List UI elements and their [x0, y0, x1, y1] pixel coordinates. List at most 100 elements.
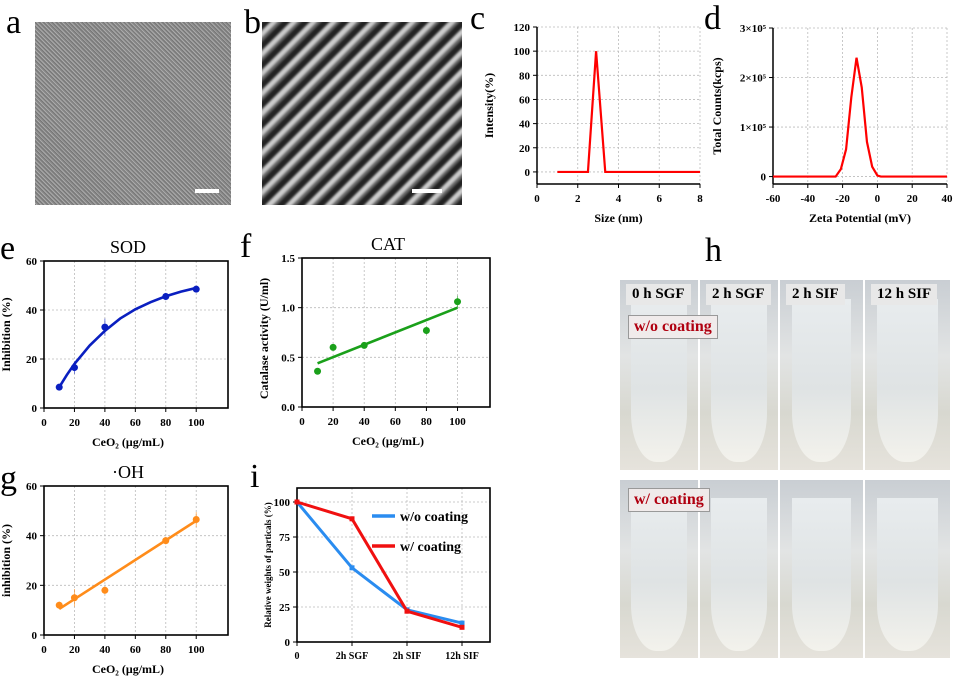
x-tick-label: 60 [130, 644, 142, 656]
data-point [294, 499, 300, 505]
data-point [70, 594, 78, 602]
chart-title: CAT [371, 234, 405, 254]
tem-image-a [35, 22, 231, 205]
x-tick-label: 80 [421, 416, 433, 428]
y-tick-label: 20 [519, 143, 531, 155]
data-point [101, 586, 109, 594]
x-tick-label: 6 [657, 193, 663, 205]
x-axis-label: CeO₂ (μg/mL) [92, 435, 164, 449]
data-point [162, 537, 170, 545]
y-tick-label: 1×10⁵ [740, 122, 767, 134]
data-point [314, 367, 322, 375]
x-tick-label: 80 [160, 417, 172, 429]
x-tick-label: 80 [160, 644, 172, 656]
y-tick-label: 60 [519, 94, 531, 106]
plot-frame [43, 260, 229, 409]
panel-label-a: a [6, 4, 22, 41]
tube-photo [780, 280, 863, 470]
tube-photo [865, 280, 950, 470]
y-tick-label: 0 [525, 167, 531, 179]
hrtem-image-b [262, 22, 462, 205]
y-tick-label: 20 [26, 580, 38, 592]
x-tick-label: 100 [188, 417, 205, 429]
legend-label: w/ coating [400, 540, 461, 555]
series-line [296, 500, 463, 629]
y-tick-label: 50 [279, 567, 291, 579]
x-tick-label: 0 [41, 644, 47, 656]
series-line [295, 501, 463, 625]
fit-line [58, 286, 197, 388]
data-point [192, 285, 200, 293]
tube-photo [620, 280, 698, 470]
scale-bar [412, 189, 442, 193]
tube-photo [865, 480, 950, 658]
plot-frame [43, 485, 229, 636]
scale-bar [195, 189, 219, 193]
x-tick-label: 20 [69, 417, 81, 429]
x-tick-label: -60 [766, 193, 781, 205]
x-axis-label: CeO₂ (μg/mL) [92, 662, 164, 676]
y-tick-label: 0 [32, 403, 38, 415]
x-tick-label: 100 [449, 416, 466, 428]
panel-label-i: i [250, 458, 260, 495]
y-tick-label: 100 [514, 46, 531, 58]
x-tick-label: 20 [328, 416, 340, 428]
tube-photo [700, 480, 778, 658]
data-point [55, 383, 63, 391]
fit-line [58, 519, 197, 611]
data-point [349, 565, 355, 571]
data-point [162, 293, 170, 301]
y-tick-label: 0.0 [281, 402, 295, 414]
y-axis-label: Inhibition (%) [0, 297, 13, 371]
x-tick-label: 8 [697, 193, 703, 205]
y-tick-label: 0 [761, 172, 767, 184]
x-tick-label: 2 [575, 193, 581, 205]
y-tick-label: 1.0 [281, 303, 295, 315]
column-label: 12 h SIF [871, 284, 938, 305]
panel-label-b: b [244, 4, 261, 41]
y-tick-label: 40 [26, 531, 38, 543]
data-point [70, 364, 78, 372]
panel-label-g: g [0, 460, 17, 497]
y-tick-label: 40 [519, 119, 531, 131]
y-tick-label: 3×10⁵ [740, 23, 767, 35]
x-tick-label: 0 [534, 193, 540, 205]
row-label: w/ coating [628, 488, 710, 512]
y-tick-label: 0 [32, 630, 38, 642]
x-axis-label: CeO₂ (μg/mL) [352, 434, 424, 448]
column-label: 2 h SGF [706, 284, 771, 305]
x-tick-label: 2h SIF [393, 651, 422, 662]
panel-label-e: e [0, 230, 16, 267]
x-tick-label: -40 [800, 193, 815, 205]
y-tick-label: 0 [285, 637, 291, 649]
x-tick-label: 0 [299, 416, 305, 428]
panel-label-c: c [470, 0, 486, 37]
tube-photo [780, 480, 863, 658]
data-point [349, 516, 355, 522]
y-tick-label: 120 [514, 22, 531, 34]
data-point [459, 624, 465, 630]
x-tick-label: 100 [188, 644, 205, 656]
data-point [422, 327, 430, 335]
x-tick-label: 40 [99, 417, 111, 429]
x-tick-label: 60 [130, 417, 142, 429]
y-tick-label: 20 [26, 354, 38, 366]
column-label: 0 h SGF [626, 284, 691, 305]
tube-photo [700, 280, 778, 470]
y-tick-label: 40 [26, 305, 38, 317]
x-tick-label: 0 [295, 651, 300, 662]
data-point [329, 343, 337, 351]
data-point [192, 516, 200, 524]
y-axis-label: Catalase activity (U/ml) [257, 278, 271, 399]
data-point [404, 608, 410, 614]
panel-label-h: h [705, 232, 722, 269]
y-tick-label: 80 [519, 70, 531, 82]
x-tick-label: 60 [390, 416, 402, 428]
x-tick-label: 0 [41, 417, 47, 429]
y-tick-label: 1.5 [281, 253, 295, 265]
panel-label-f: f [240, 228, 252, 265]
legend-label: w/o coating [400, 510, 468, 525]
y-axis-label: Intensity(%) [482, 73, 496, 138]
